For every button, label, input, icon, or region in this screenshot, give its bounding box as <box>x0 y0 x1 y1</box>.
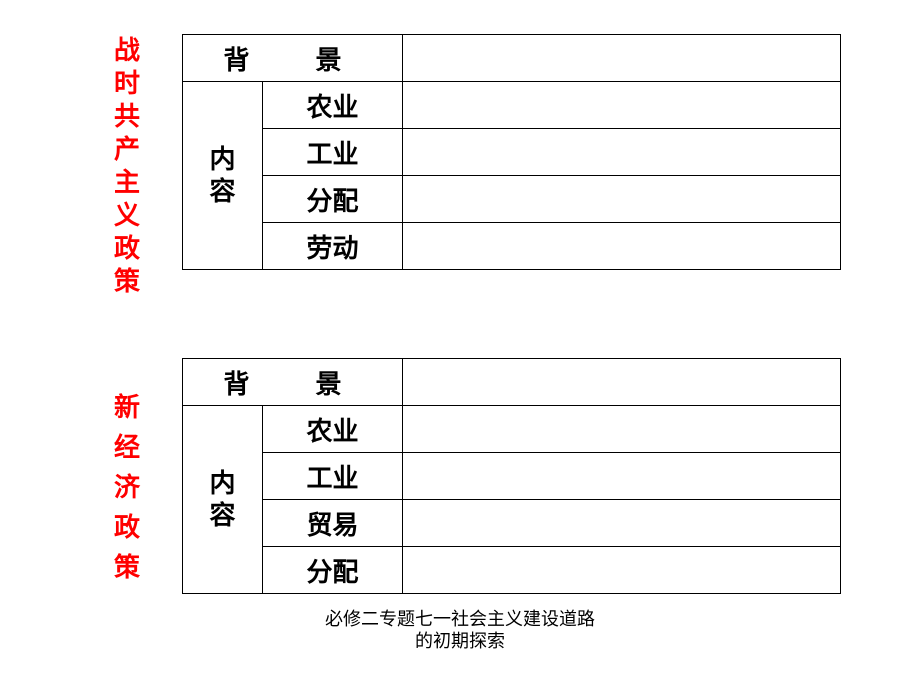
table-row: 分配 <box>183 547 841 594</box>
table-row: 内 容 农业 <box>183 406 841 453</box>
title-char: 产 <box>112 133 142 166</box>
footer: 必修二专题七一社会主义建设道路 的初期探索 <box>0 608 920 652</box>
title-char: 政 <box>112 232 142 265</box>
cell-sublabel: 工业 <box>263 453 403 500</box>
content-label-line: 内 <box>209 145 235 174</box>
title-wartime-communism: 战 时 共 产 主 义 政 策 <box>112 34 142 298</box>
cell-sublabel: 农业 <box>263 82 403 129</box>
title-new-economic-policy: 新 经 济 政 策 <box>112 388 142 588</box>
cell-empty <box>403 129 841 176</box>
title-char: 新 <box>112 388 142 428</box>
content-label-line: 容 <box>209 501 235 530</box>
cell-empty <box>403 500 841 547</box>
title-char: 主 <box>112 166 142 199</box>
cell-sublabel: 分配 <box>263 176 403 223</box>
table-row: 工业 <box>183 453 841 500</box>
cell-empty <box>403 223 841 270</box>
cell-empty <box>403 359 841 406</box>
cell-sublabel: 劳动 <box>263 223 403 270</box>
cell-content-label: 内 容 <box>183 406 263 594</box>
title-char: 策 <box>112 548 142 588</box>
cell-empty <box>403 176 841 223</box>
cell-empty <box>403 547 841 594</box>
cell-empty <box>403 35 841 82</box>
section-new-economic-policy: 新 经 济 政 策 背 景 内 容 农业 工业 贸易 分配 <box>112 358 841 594</box>
cell-sublabel: 分配 <box>263 547 403 594</box>
cell-sublabel: 贸易 <box>263 500 403 547</box>
table-row: 背 景 <box>183 35 841 82</box>
cell-empty <box>403 82 841 129</box>
cell-content-label: 内 容 <box>183 82 263 270</box>
title-char: 经 <box>112 428 142 468</box>
title-char: 义 <box>112 199 142 232</box>
title-char: 时 <box>112 67 142 100</box>
cell-background-label: 背 景 <box>183 359 403 406</box>
footer-line: 的初期探索 <box>415 631 505 651</box>
title-char: 共 <box>112 100 142 133</box>
title-char: 政 <box>112 508 142 548</box>
cell-empty <box>403 453 841 500</box>
table-row: 劳动 <box>183 223 841 270</box>
title-char: 策 <box>112 265 142 298</box>
cell-empty <box>403 406 841 453</box>
table-row: 贸易 <box>183 500 841 547</box>
table-new-economic-policy: 背 景 内 容 农业 工业 贸易 分配 <box>182 358 841 594</box>
title-char: 战 <box>112 34 142 67</box>
table-row: 内 容 农业 <box>183 82 841 129</box>
cell-background-label: 背 景 <box>183 35 403 82</box>
content-label-line: 容 <box>209 177 235 206</box>
table-row: 工业 <box>183 129 841 176</box>
content-label-line: 内 <box>209 469 235 498</box>
title-char: 济 <box>112 468 142 508</box>
table-row: 分配 <box>183 176 841 223</box>
table-row: 背 景 <box>183 359 841 406</box>
cell-sublabel: 农业 <box>263 406 403 453</box>
footer-line: 必修二专题七一社会主义建设道路 <box>325 609 595 629</box>
table-wartime-communism: 背 景 内 容 农业 工业 分配 劳动 <box>182 34 841 270</box>
cell-sublabel: 工业 <box>263 129 403 176</box>
section-wartime-communism: 战 时 共 产 主 义 政 策 背 景 内 容 农业 工业 分配 <box>112 34 841 298</box>
